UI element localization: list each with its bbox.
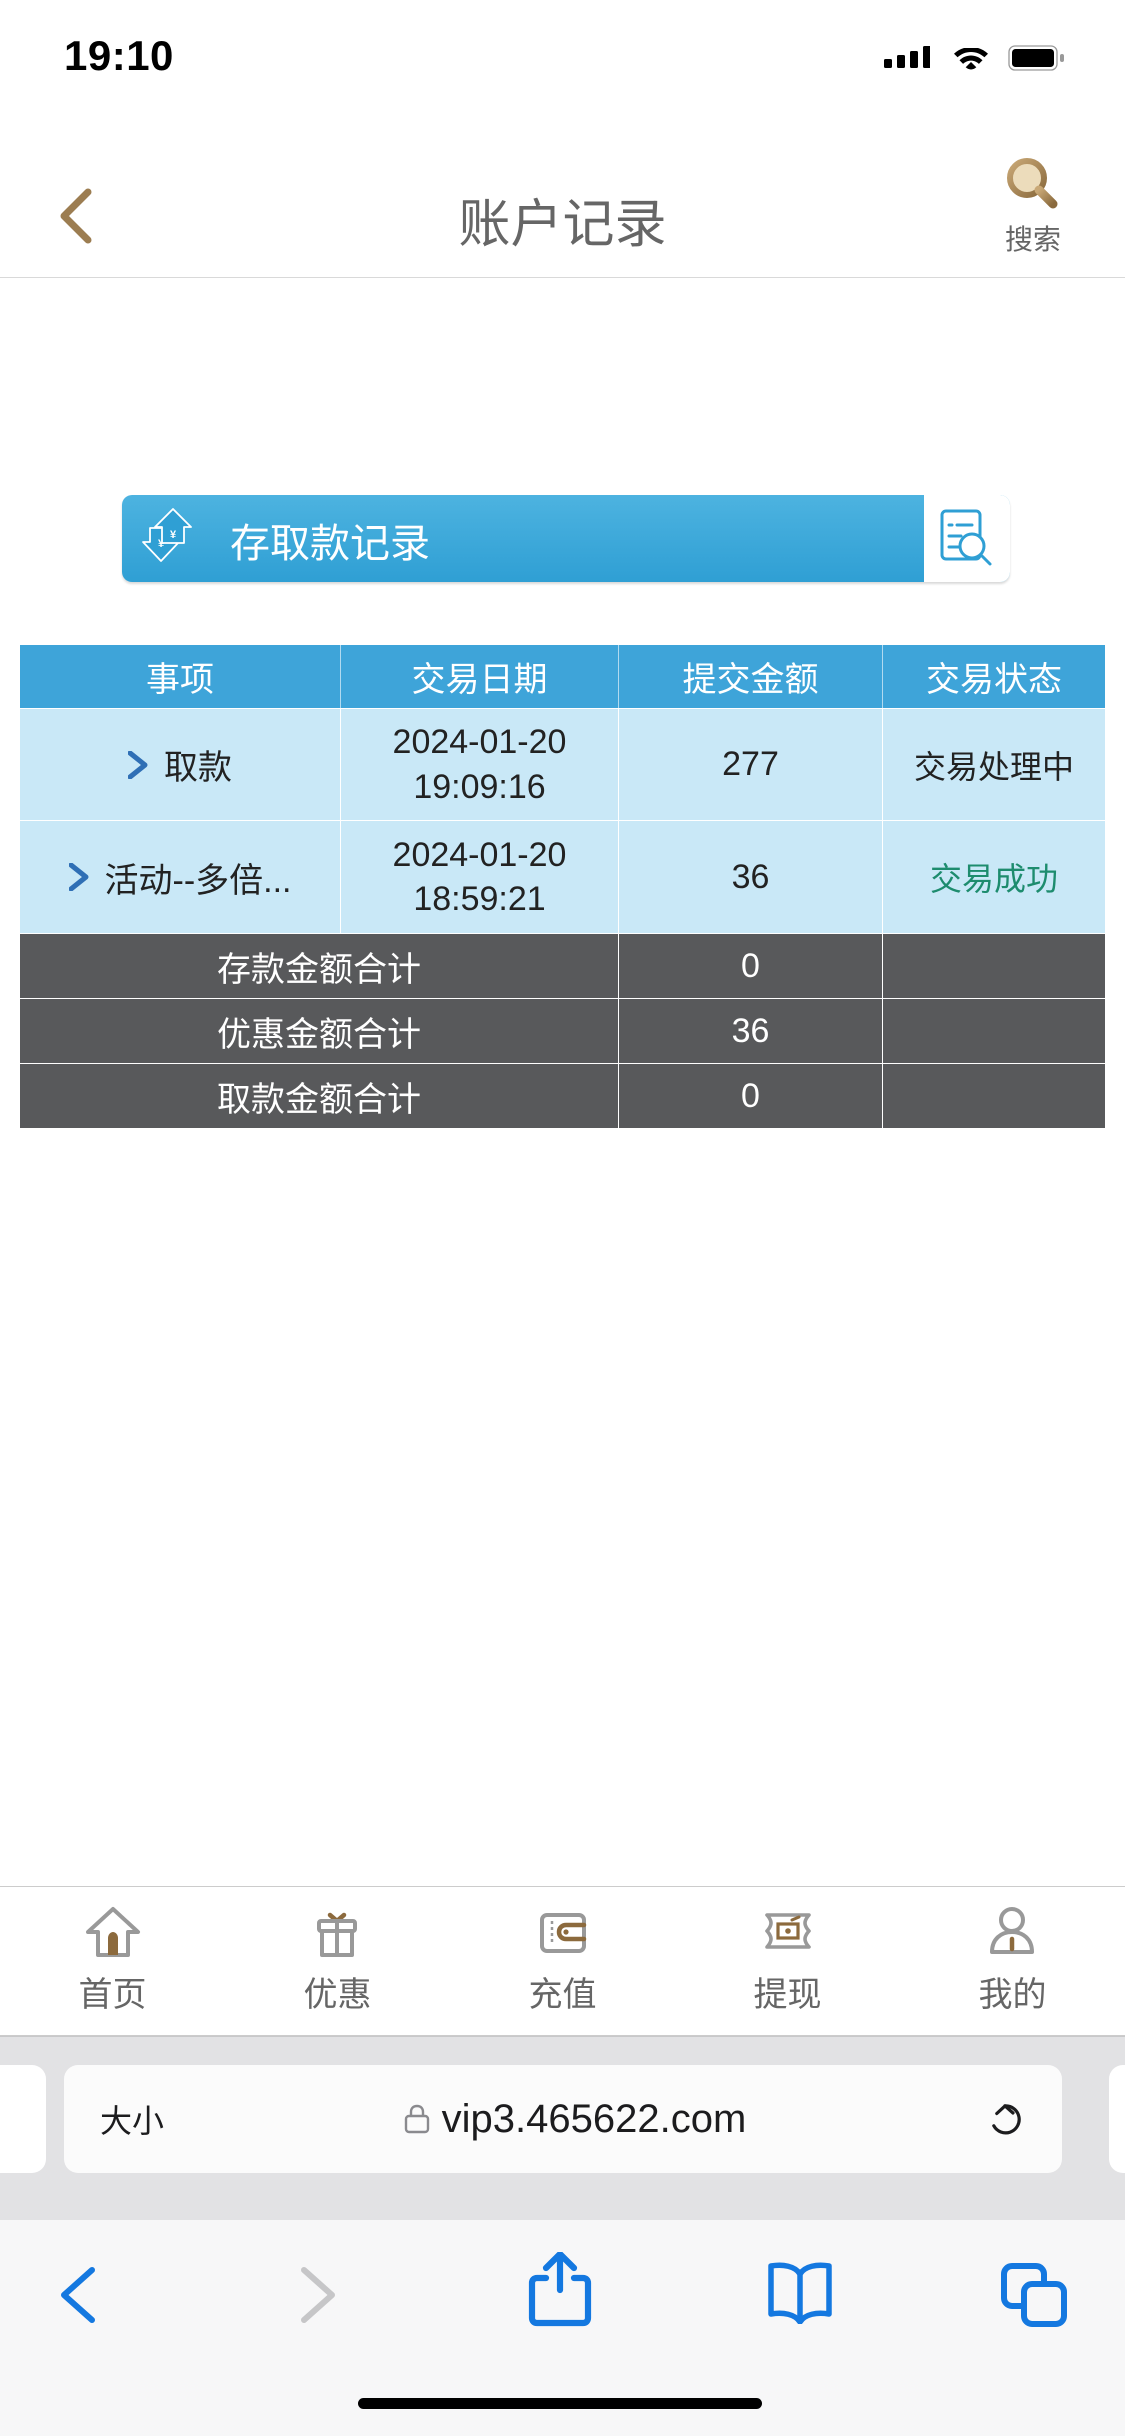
svg-text:¥: ¥: [170, 529, 177, 541]
